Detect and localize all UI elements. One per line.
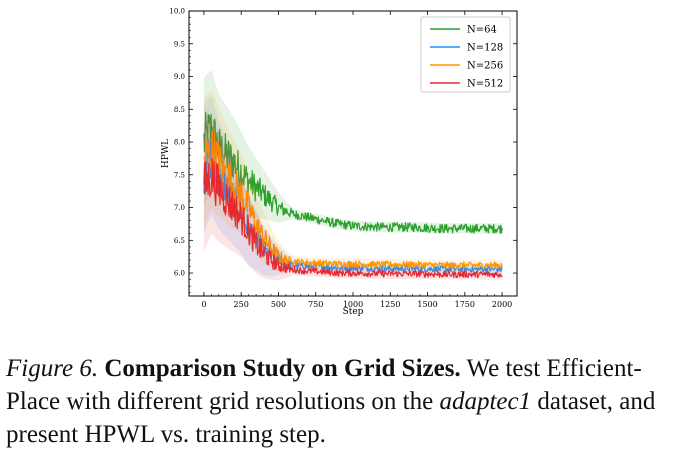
y-tick-label: 6.0 bbox=[174, 270, 185, 278]
x-tick-label: 1500 bbox=[417, 300, 437, 309]
y-tick-label: 7.0 bbox=[174, 204, 185, 212]
caption-dataset: adaptec1 bbox=[439, 388, 532, 415]
legend-label-4: N=512 bbox=[467, 79, 503, 90]
x-tick-label: 1000 bbox=[343, 300, 363, 309]
y-tick-label: 6.5 bbox=[174, 237, 185, 245]
caption-text-2: dataset, and present HPWL vs. training s… bbox=[6, 388, 656, 448]
chart: 0 250 500 750 1000 1250 1500 1750 2000 6.0 6.5 7.0 7… bbox=[161, 8, 518, 317]
y-axis-label: HPWL bbox=[161, 139, 171, 168]
legend-label-3: N=256 bbox=[467, 61, 503, 72]
y-tick-label: 9.5 bbox=[174, 40, 185, 48]
x-axis-label: Step bbox=[343, 307, 364, 317]
y-tick-label: 9.0 bbox=[174, 73, 185, 81]
legend: N=64 N=128 N=256 N=512 bbox=[420, 16, 511, 93]
figure-caption: Figure 6. Comparison Study on Grid Sizes… bbox=[6, 352, 678, 451]
legend-label-2: N=128 bbox=[467, 43, 503, 54]
y-tick-label: 7.5 bbox=[174, 171, 185, 179]
series-line-3 bbox=[203, 130, 503, 270]
series-band-1 bbox=[203, 70, 503, 234]
series-line-1 bbox=[203, 111, 503, 234]
caption-title: Comparison Study on Grid Sizes. bbox=[104, 355, 461, 382]
chart-svg: 0 250 500 750 1000 1250 1500 1750 2000 6.0 6.5 7.0 7… bbox=[161, 8, 518, 317]
x-tick-label: 750 bbox=[308, 300, 323, 309]
y-tick-label: 8.5 bbox=[174, 106, 185, 114]
x-tick-label: 0 bbox=[201, 300, 206, 309]
x-tick-label: 1750 bbox=[455, 300, 475, 309]
tick-layer: 0 250 500 750 1000 1250 1500 1750 2000 6.0 6.5 7.0 7… bbox=[169, 8, 517, 309]
x-tick-label: 250 bbox=[234, 300, 249, 309]
y-tick-label: 10.0 bbox=[169, 8, 185, 16]
series-band-4 bbox=[203, 115, 503, 281]
x-tick-label: 1250 bbox=[380, 300, 400, 309]
x-tick-label: 2000 bbox=[492, 300, 512, 309]
figure-label: Figure 6. bbox=[6, 355, 99, 382]
caption-text-1: We test Efficient-Place with different g… bbox=[6, 355, 642, 415]
legend-label-1: N=64 bbox=[467, 25, 497, 36]
legend-box bbox=[420, 16, 511, 93]
y-tick-label: 8.0 bbox=[174, 139, 185, 147]
x-tick-label: 500 bbox=[271, 300, 286, 309]
series-line-4 bbox=[203, 158, 503, 279]
series-layer bbox=[203, 70, 503, 281]
